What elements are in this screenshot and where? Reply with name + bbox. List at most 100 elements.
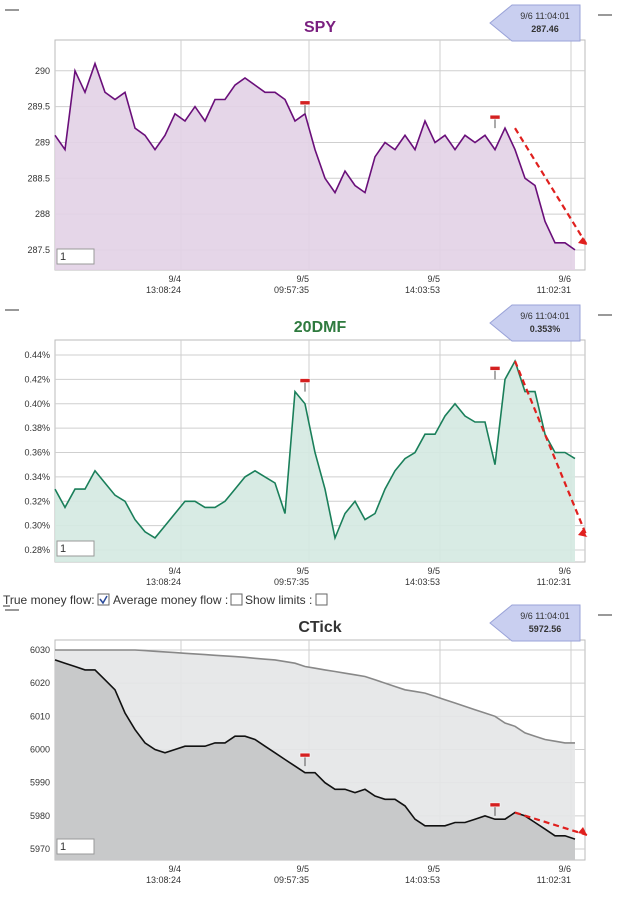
callout-value: 0.353% xyxy=(530,324,561,334)
checkbox-average[interactable] xyxy=(97,593,110,606)
flag xyxy=(299,378,311,383)
y-tick-label: 5990 xyxy=(30,778,50,788)
trend-arrow xyxy=(513,360,589,538)
zoom-input[interactable] xyxy=(56,248,95,265)
line xyxy=(55,649,575,744)
x-tick-label: 9/4 13:08:24 xyxy=(146,566,181,587)
x-tick-line: 09:57:35 xyxy=(274,285,309,295)
y-tick-label: 288.5 xyxy=(27,173,50,183)
flag xyxy=(489,114,501,120)
y-tick-label: 6020 xyxy=(30,678,50,688)
average-money-flow-label: Average money flow : xyxy=(113,593,228,607)
x-tick-label: 9/4 13:08:24 xyxy=(146,864,181,885)
y-tick-label: 0.36% xyxy=(24,448,50,458)
flag xyxy=(299,100,311,106)
y-tick-label: 0.42% xyxy=(24,374,50,384)
zoom-input-value: 1 xyxy=(60,543,66,555)
checkbox-limits[interactable] xyxy=(230,593,243,606)
callout-value: 5972.56 xyxy=(529,624,562,634)
y-tick-label: 289.5 xyxy=(27,102,50,112)
x-tick-line: 9/5 xyxy=(296,566,309,576)
x-tick-label: 9/6 11:02:31 xyxy=(537,864,571,885)
x-tick-line: 11:02:31 xyxy=(537,577,571,587)
x-tick-label: 9/5 09:57:35 xyxy=(274,274,309,295)
x-tick-label: 9/5 14:03:53 xyxy=(405,864,440,885)
y-tick-label: 0.40% xyxy=(24,399,50,409)
area-fill xyxy=(55,659,575,860)
arrow-head xyxy=(578,529,587,537)
x-tick-line: 09:57:35 xyxy=(274,577,309,587)
x-tick-line: 9/6 xyxy=(558,864,571,874)
x-tick-label: 9/5 09:57:35 xyxy=(274,566,309,587)
flag xyxy=(489,802,501,808)
callout-arrow xyxy=(489,604,581,642)
x-tick-line: 13:08:24 xyxy=(146,285,181,295)
x-tick-line: 13:08:24 xyxy=(146,577,181,587)
callout-time: 9/6 11:04:01 xyxy=(520,611,569,621)
y-tick-label: 0.30% xyxy=(24,521,50,531)
x-tick-label: 9/4 13:08:24 xyxy=(146,274,181,295)
line xyxy=(54,61,576,251)
callout-time: 9/6 11:04:01 xyxy=(520,311,569,321)
y-tick-label: 5980 xyxy=(30,811,50,821)
chart-title: 20DMF xyxy=(294,319,347,336)
zoom-input-value: 1 xyxy=(60,251,66,263)
y-tick-label: 5970 xyxy=(30,844,50,854)
chart-title: SPY xyxy=(304,19,336,36)
zoom-input[interactable] xyxy=(56,540,95,557)
x-tick-line: 9/5 xyxy=(427,566,440,576)
y-tick-label: 6030 xyxy=(30,645,50,655)
x-tick-line: 11:02:31 xyxy=(537,875,571,885)
callout-value: 287.46 xyxy=(531,24,559,34)
x-tick-line: 14:03:53 xyxy=(405,577,440,587)
x-tick-line: 9/5 xyxy=(427,274,440,284)
x-tick-label: 9/5 14:03:53 xyxy=(405,274,440,295)
y-tick-label: 6010 xyxy=(30,711,50,721)
check-mark xyxy=(99,595,108,605)
x-tick-label: 9/6 11:02:31 xyxy=(537,566,571,587)
x-tick-line: 9/4 xyxy=(168,274,181,284)
zoom-input[interactable] xyxy=(56,838,95,855)
x-tick-line: 9/4 xyxy=(168,566,181,576)
x-tick-line: 13:08:24 xyxy=(146,875,181,885)
line xyxy=(54,659,576,840)
y-tick-label: 288 xyxy=(35,209,50,219)
x-tick-line: 14:03:53 xyxy=(405,875,440,885)
callout-arrow xyxy=(489,304,581,342)
checkbox-extra[interactable] xyxy=(315,593,328,606)
y-tick-label: 287.5 xyxy=(27,245,50,255)
x-tick-label: 9/5 09:57:35 xyxy=(274,864,309,885)
true-money-flow-label: True money flow: xyxy=(3,593,95,607)
x-tick-line: 9/5 xyxy=(296,274,309,284)
area-fill xyxy=(55,63,575,270)
show-limits-label: Show limits : xyxy=(245,593,312,607)
x-tick-line: 9/5 xyxy=(427,864,440,874)
chart-title: CTick xyxy=(298,619,341,636)
x-tick-line: 9/4 xyxy=(168,864,181,874)
x-tick-line: 9/6 xyxy=(558,566,571,576)
x-tick-line: 14:03:53 xyxy=(405,285,440,295)
flag xyxy=(299,752,311,758)
y-tick-label: 0.44% xyxy=(24,350,50,360)
callout-arrow xyxy=(489,4,581,42)
x-tick-line: 9/5 xyxy=(296,864,309,874)
y-tick-label: 289 xyxy=(35,137,50,147)
trend-arrow xyxy=(514,811,588,837)
y-tick-label: 0.28% xyxy=(24,545,50,555)
x-tick-label: 9/5 14:03:53 xyxy=(405,566,440,587)
line xyxy=(54,359,576,541)
area-fill xyxy=(55,361,575,562)
y-tick-label: 290 xyxy=(35,66,50,76)
x-tick-line: 11:02:31 xyxy=(537,285,571,295)
arrow-head xyxy=(578,237,587,245)
x-tick-line: 09:57:35 xyxy=(274,875,309,885)
x-tick-line: 9/6 xyxy=(558,274,571,284)
zoom-input-value: 1 xyxy=(60,841,66,853)
flag xyxy=(489,366,501,371)
y-tick-label: 6000 xyxy=(30,745,50,755)
arrow-head xyxy=(578,827,587,835)
x-tick-label: 9/6 11:02:31 xyxy=(537,274,571,295)
y-tick-label: 0.32% xyxy=(24,496,50,506)
trend-arrow xyxy=(514,127,588,246)
